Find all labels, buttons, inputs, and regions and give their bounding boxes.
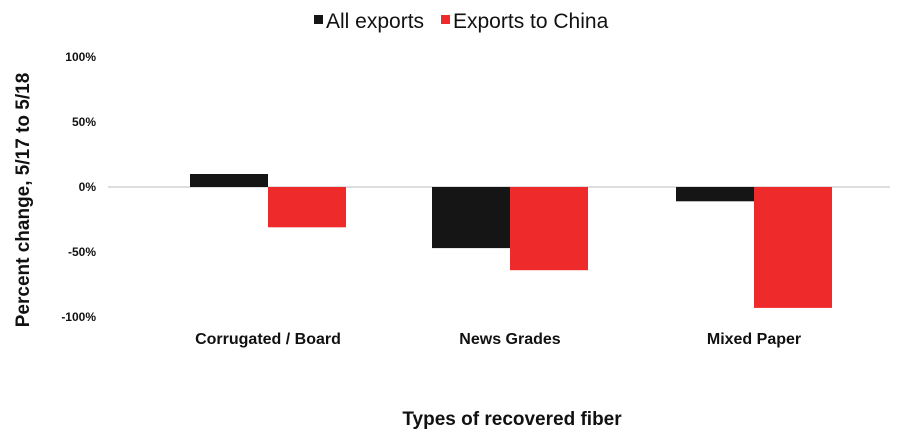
legend-swatch-exports-to-china xyxy=(441,15,450,24)
legend-label-exports-to-china: Exports to China xyxy=(453,10,609,33)
bar-exports-to-china-news-grades xyxy=(510,187,588,271)
y-tick-label: -100% xyxy=(61,310,96,324)
bar-exports-to-china-mixed-paper xyxy=(754,187,832,308)
legend-swatch-all-exports xyxy=(314,15,323,24)
y-axis-title: Percent change, 5/17 to 5/18 xyxy=(13,73,34,328)
legend: All exports Exports to China xyxy=(314,10,609,33)
bar-all-exports-mixed-paper xyxy=(676,187,754,202)
legend-label-all-exports: All exports xyxy=(326,10,424,33)
y-axis-ticks: 100% 50% 0% -50% -100% xyxy=(61,50,96,324)
y-tick-label: 100% xyxy=(65,50,96,64)
category-label-corrugated-board: Corrugated / Board xyxy=(195,331,341,348)
category-labels: Corrugated / Board News Grades Mixed Paper xyxy=(195,331,801,348)
category-label-news-grades: News Grades xyxy=(459,331,560,348)
bar-all-exports-corrugated-board xyxy=(190,174,268,187)
bars xyxy=(190,174,832,308)
bar-all-exports-news-grades xyxy=(432,187,510,249)
category-label-mixed-paper: Mixed Paper xyxy=(707,331,801,348)
y-tick-label: 0% xyxy=(79,180,97,194)
x-axis-title: Types of recovered fiber xyxy=(402,409,622,430)
bar-exports-to-china-corrugated-board xyxy=(268,187,346,228)
y-tick-label: -50% xyxy=(68,245,96,259)
y-tick-label: 50% xyxy=(72,115,96,129)
